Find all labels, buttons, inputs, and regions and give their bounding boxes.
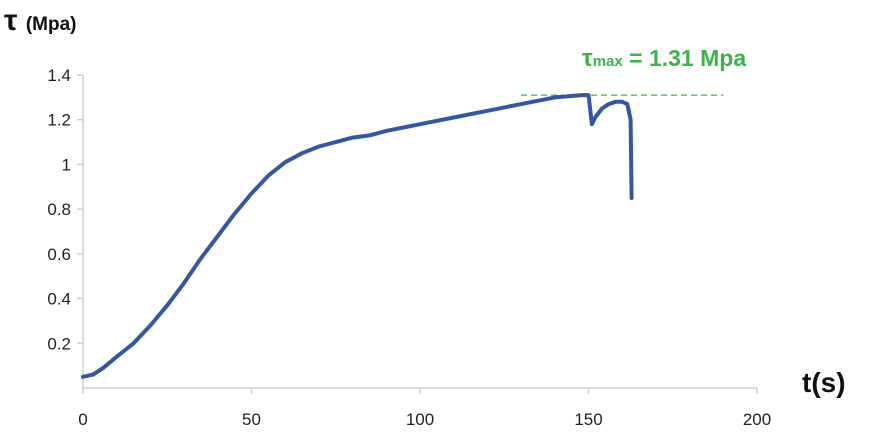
y-axis-symbol: τ bbox=[4, 4, 17, 37]
y-tick-label: 0.2 bbox=[47, 334, 71, 353]
x-tick-label: 150 bbox=[574, 410, 602, 429]
y-tick-label: 1 bbox=[62, 155, 71, 174]
y-tick-label: 0.8 bbox=[47, 200, 71, 219]
x-tick-label: 0 bbox=[78, 410, 87, 429]
tau-max-symbol: τ bbox=[582, 45, 593, 72]
y-tick-label: 1.4 bbox=[47, 66, 71, 85]
y-tick-label: 1.2 bbox=[47, 111, 71, 130]
series-group bbox=[81, 93, 634, 379]
x-axis-title: t(s) bbox=[802, 367, 846, 398]
series-line-stress bbox=[81, 93, 634, 379]
y-axis-title: τ (Mpa) bbox=[4, 4, 77, 37]
annotations: τmax = 1.31 Mpa bbox=[521, 45, 746, 96]
x-tick-labels: 0 50 100 150 200 bbox=[78, 388, 771, 429]
x-tick-label: 200 bbox=[743, 410, 771, 429]
y-tick-label: 0.6 bbox=[47, 245, 71, 264]
axes bbox=[82, 75, 757, 389]
x-tick-label: 50 bbox=[242, 410, 261, 429]
tau-max-subscript: max bbox=[593, 53, 624, 70]
y-tick-label: 0.4 bbox=[47, 290, 71, 309]
tau-max-label: τmax = 1.31 Mpa bbox=[582, 45, 746, 72]
y-axis-unit: (Mpa) bbox=[26, 14, 77, 35]
x-tick-label: 100 bbox=[406, 410, 434, 429]
tau-max-value: = 1.31 Mpa bbox=[623, 45, 747, 71]
y-tick-labels: 0.2 0.4 0.6 0.8 1 1.2 1.4 bbox=[47, 66, 83, 353]
